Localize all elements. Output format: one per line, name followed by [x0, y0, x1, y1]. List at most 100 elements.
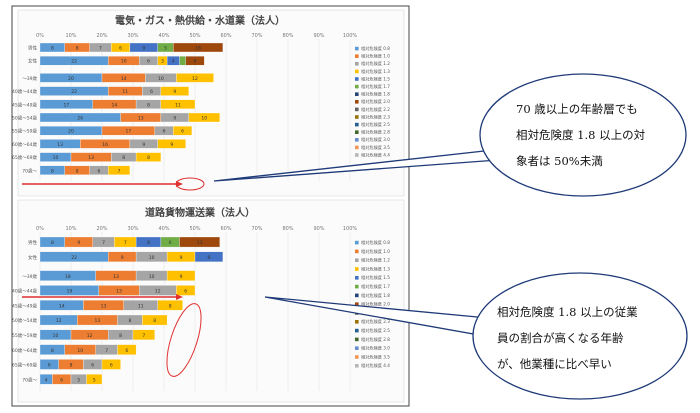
callout-text-bottom-line-3: が、他業種に比べ早い	[497, 357, 612, 371]
legend-label: 相対危険度 3.5	[361, 144, 390, 151]
legend-label: 相対危険度 2.8	[361, 336, 390, 343]
bar-value-label: 6	[169, 240, 172, 246]
stacked-bar-chart-electric: 0% 10% 20% 30% 40% 50% 60% 70% 80% 90% 100% 男性 8 8 7 6 9…	[12, 33, 390, 181]
legend-swatch	[355, 276, 359, 280]
bar-value-label: 22	[71, 89, 77, 95]
red-ellipse-top	[175, 177, 205, 191]
bar-segment	[185, 56, 205, 66]
bar-segment	[117, 344, 137, 355]
legend-swatch	[355, 115, 359, 119]
bar-value-label: 16	[102, 142, 108, 148]
row-label: 女性	[28, 254, 37, 261]
legend-label: 相対危険度 0.8	[361, 239, 390, 246]
x-tick-label: 20%	[96, 226, 107, 232]
chart-title-electric: 電気・ガス・熱供給・水道業（法人）	[115, 14, 285, 27]
legend-swatch	[355, 153, 359, 157]
bar-value-label: 16	[195, 45, 201, 51]
bar-value-label: 14	[112, 102, 118, 108]
bar-value-label: 20	[68, 129, 74, 135]
bar-value-label: 5	[93, 377, 96, 383]
bar-value-label: 8	[147, 102, 150, 108]
bar-segment	[160, 86, 189, 96]
bar-value-label: 7	[118, 168, 121, 174]
bar-value-label: 6	[147, 59, 150, 65]
x-tick-label: 80%	[282, 226, 293, 232]
bar-value-label: 17	[125, 129, 131, 135]
legend-label: 相対危険度 1.5	[361, 75, 390, 82]
x-tick-label: 30%	[127, 226, 138, 232]
bar-value-label: 9	[121, 255, 124, 261]
bar-value-label: 9	[208, 255, 211, 261]
bar-value-label: 6	[163, 129, 166, 135]
bar-value-label: 11	[122, 89, 128, 95]
bar-value-label: 8	[51, 348, 54, 354]
x-tick-label: 70%	[251, 33, 262, 39]
bar-value-label: 12	[192, 76, 198, 82]
x-tick-label: 50%	[189, 226, 200, 232]
bar-value-label: 6	[60, 377, 63, 383]
legend-label: 相対危険度 1.8	[361, 91, 390, 98]
legend-swatch	[355, 320, 359, 324]
bar-value-label: 8	[76, 168, 79, 174]
row-label: 男性	[28, 239, 37, 246]
legend-label: 相対危険度 3.0	[361, 136, 390, 143]
stacked-bar-chart-freight: 0% 10% 20% 30% 40% 50% 60% 70% 80% 90% 100% 男性 8 9 7 7 8…	[12, 226, 390, 391]
legend-label: 相対危険度 1.0	[361, 248, 390, 255]
bar-segment	[166, 270, 196, 281]
bar-value-label: 18	[65, 274, 71, 280]
callout-bubble-bottom	[472, 272, 688, 400]
bar-value-label: 8	[128, 318, 131, 324]
callout-text-bottom-line-1: 相対危険度 1.8 以上の従業	[497, 305, 638, 319]
bar-segment	[142, 314, 168, 326]
bar-value-label: 12	[56, 318, 62, 324]
bar-segment	[160, 99, 196, 109]
bar-segment	[157, 300, 183, 311]
bar-value-label: 13	[138, 115, 144, 121]
bar-value-label: 10	[149, 255, 155, 261]
row-label: 65歳～69歳	[12, 154, 37, 161]
x-tick-label: 40%	[158, 226, 169, 232]
bar-segment	[176, 285, 196, 296]
bar-value-label: 9	[77, 240, 80, 246]
bar-value-label: 10	[158, 76, 164, 82]
legend-label: 相対危険度 2.0	[361, 98, 390, 105]
bar-value-label: 9	[173, 115, 176, 121]
legend-swatch	[355, 293, 359, 298]
bar-value-label: 6	[119, 45, 122, 51]
bar-value-label: 13	[101, 303, 107, 309]
callout-join-top	[493, 138, 533, 156]
legend-label: 相対危険度 4.4	[361, 362, 390, 369]
legend-swatch	[355, 122, 359, 127]
legend-swatch	[355, 240, 359, 245]
bar-segment	[173, 126, 193, 136]
bar-value-label: 3	[161, 59, 164, 65]
row-label: 70歳～	[22, 167, 37, 174]
bar-value-label: 22	[71, 255, 77, 261]
row-label: 45歳～49歳	[12, 302, 37, 309]
bar-value-label: 19	[67, 289, 73, 295]
legend-swatch	[355, 258, 359, 262]
bar-value-label: 6	[150, 89, 153, 95]
x-tick-label: 60%	[220, 226, 231, 232]
legend-swatch	[355, 249, 359, 254]
bar-value-label: 8	[153, 318, 156, 324]
bar-value-label: 9	[142, 45, 145, 51]
bar-value-label: 10	[53, 333, 59, 339]
legend-label: 相対危険度 0.8	[361, 45, 390, 52]
bar-value-label: 13	[113, 274, 119, 280]
red-ellipse-bottom	[166, 303, 202, 377]
legend-swatch	[355, 62, 359, 66]
legend-swatch	[355, 46, 359, 51]
bar-value-label: 13	[116, 289, 122, 295]
legend-swatch	[355, 84, 359, 89]
legend-swatch	[355, 77, 359, 81]
bar-segment	[173, 42, 224, 53]
legend-label: 相対危険度 2.0	[361, 301, 390, 308]
legend-label: 相対危険度 3.0	[361, 345, 390, 352]
bar-value-label: 6	[97, 168, 100, 174]
x-tick-label: 40%	[158, 33, 169, 39]
bar-value-label: 20	[68, 76, 74, 82]
bar-value-label: 13	[94, 318, 100, 324]
bar-value-label: 9	[142, 142, 145, 148]
